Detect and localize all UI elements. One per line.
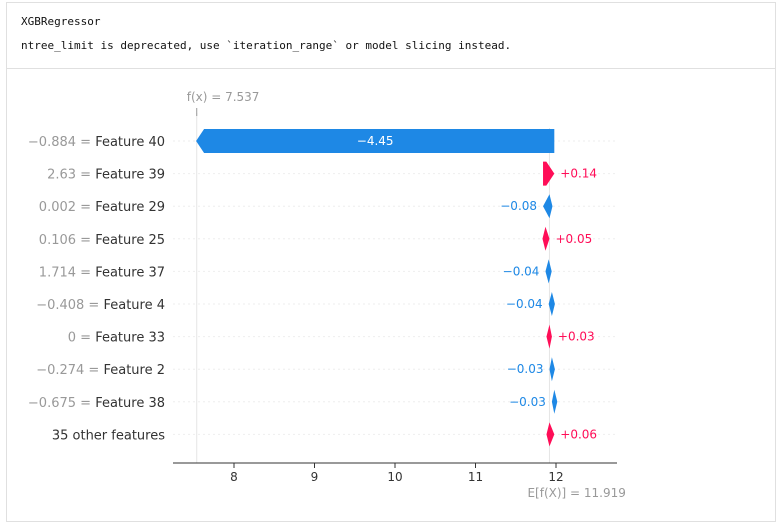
shap-bar-2 — [543, 194, 553, 219]
shap-bar-7 — [549, 357, 555, 382]
feature-name: Feature 2 — [103, 363, 165, 378]
feature-value: 1.714 — [39, 265, 76, 280]
feature-label-2: 0.002 = Feature 29 — [39, 200, 165, 215]
feature-value: 0.106 — [39, 233, 76, 248]
shap-value-label-7: −0.03 — [507, 362, 544, 376]
feature-name: Feature 38 — [95, 396, 165, 411]
feature-label-7: −0.274 = Feature 2 — [36, 363, 165, 378]
fx-annotation: f(x) = 7.537 — [187, 90, 260, 104]
feature-equals-sign: = — [84, 363, 103, 378]
shap-bar-4 — [545, 259, 552, 284]
feature-label-9: 35 other features — [52, 428, 165, 443]
shap-value-label-6: +0.03 — [558, 330, 595, 344]
feature-value: −0.675 — [28, 396, 76, 411]
feature-equals-sign: = — [76, 331, 95, 346]
shap-value-label-4: −0.04 — [503, 264, 540, 278]
feature-value: −0.408 — [36, 298, 84, 313]
feature-equals-sign: = — [84, 298, 103, 313]
shap-value-label-1: +0.14 — [560, 167, 597, 181]
feature-label-5: −0.408 = Feature 4 — [36, 298, 165, 313]
shap-value-label-9: +0.06 — [560, 427, 597, 441]
shap-bar-8 — [551, 389, 558, 414]
x-tick-label: 10 — [387, 470, 402, 484]
feature-name: Feature 39 — [95, 168, 165, 183]
shap-bar-5 — [548, 292, 555, 316]
output-line-model: XGBRegressor — [21, 15, 101, 28]
shap-value-label-3: +0.05 — [555, 232, 592, 246]
feature-name: Feature 40 — [95, 135, 165, 150]
shap-value-label-0: −4.45 — [357, 134, 394, 148]
shap-value-label-8: −0.03 — [509, 395, 546, 409]
x-tick-label: 9 — [311, 470, 319, 484]
x-tick-label: 8 — [230, 470, 238, 484]
feature-equals-sign: = — [76, 233, 95, 248]
feature-label-0: −0.884 = Feature 40 — [28, 135, 165, 150]
shap-bar-9 — [546, 422, 555, 447]
shap-value-label-2: −0.08 — [500, 199, 537, 213]
feature-value: −0.274 — [36, 363, 84, 378]
feature-name: Feature 25 — [95, 233, 165, 248]
feature-label-3: 0.106 = Feature 25 — [39, 233, 165, 248]
notebook-output-cell: XGBRegressor ntree_limit is deprecated, … — [6, 2, 776, 522]
feature-equals-sign: = — [76, 168, 95, 183]
x-tick-label: 11 — [468, 470, 483, 484]
feature-label-8: −0.675 = Feature 38 — [28, 396, 165, 411]
feature-name: Feature 33 — [95, 331, 165, 346]
shap-bar-3 — [542, 226, 550, 251]
output-line-warning: ntree_limit is deprecated, use `iteratio… — [21, 39, 512, 52]
feature-label-4: 1.714 = Feature 37 — [39, 265, 165, 280]
feature-name: Feature 37 — [95, 265, 165, 280]
expected-value-annotation: E[f(X)] = 11.919 — [527, 486, 625, 500]
feature-value: 0 — [68, 331, 76, 346]
feature-value: −0.884 — [28, 135, 76, 150]
feature-equals-sign: = — [76, 135, 95, 150]
feature-value: 2.63 — [47, 168, 76, 183]
shap-bar-0 — [196, 129, 555, 153]
shap-bar-6 — [546, 324, 552, 349]
feature-value: 0.002 — [39, 200, 76, 215]
feature-label-6: 0 = Feature 33 — [68, 331, 165, 346]
feature-label-1: 2.63 = Feature 39 — [47, 168, 165, 183]
feature-name: Feature 4 — [103, 298, 165, 313]
feature-equals-sign: = — [76, 200, 95, 215]
feature-name: 35 other features — [52, 428, 165, 443]
feature-equals-sign: = — [76, 265, 95, 280]
feature-name: Feature 29 — [95, 200, 165, 215]
shap-value-label-5: −0.04 — [506, 297, 543, 311]
stdout-output: XGBRegressor ntree_limit is deprecated, … — [7, 3, 775, 69]
feature-equals-sign: = — [76, 396, 95, 411]
shap-bar-1 — [543, 161, 555, 186]
x-tick-label: 12 — [548, 470, 563, 484]
